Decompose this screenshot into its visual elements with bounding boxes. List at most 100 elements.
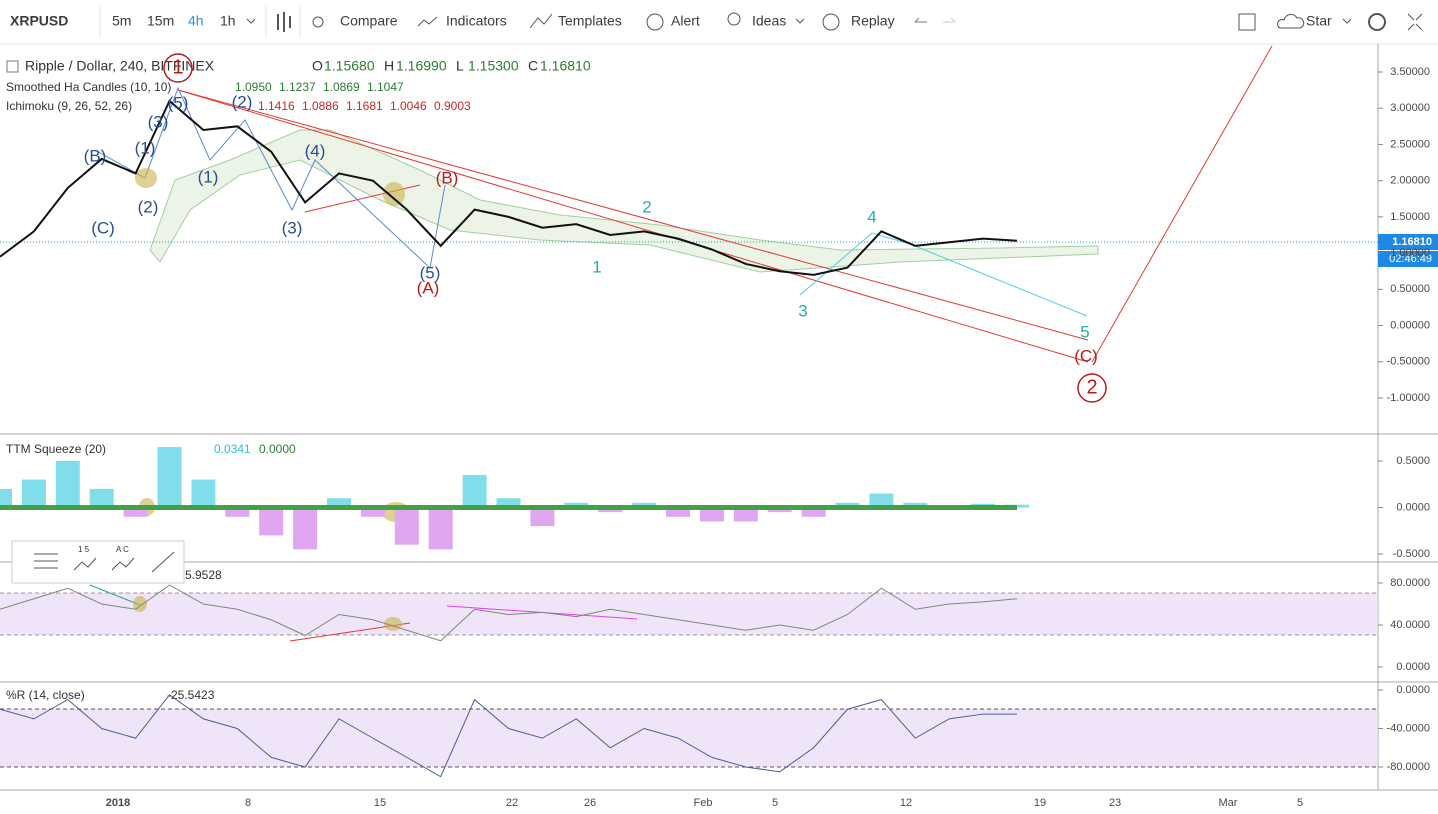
undo-icon[interactable] <box>914 17 927 23</box>
indicator-name: Ichimoku (9, 26, 52, 26) <box>6 99 132 113</box>
indicator-value: 1.0950 <box>235 80 272 94</box>
momentum-bar <box>225 507 250 517</box>
momentum-bar <box>530 507 555 527</box>
indicators-icon[interactable] <box>417 16 438 27</box>
momentum-bar <box>0 488 12 508</box>
indicator-name: TTM Squeeze (20) <box>6 442 106 456</box>
tool-label[interactable]: A C <box>116 545 129 554</box>
wave-label: 1 <box>172 56 183 78</box>
ohlc-value: 1.15300 <box>468 58 519 74</box>
x-tick-label: Mar <box>1219 797 1238 809</box>
trendline <box>1091 45 1273 363</box>
wave-label: (3) <box>282 218 303 237</box>
ideas-button[interactable]: Ideas <box>752 13 786 29</box>
drawing-toolbar-box <box>11 540 185 584</box>
indicator-name: %R (14, close) <box>6 688 85 702</box>
wave-label: (1) <box>198 167 219 186</box>
top-toolbar: XRPUSD 5m 15m 4h 1h Compare Indicators T… <box>0 6 1438 45</box>
y-tick-label: 0.0000 <box>1396 661 1430 673</box>
momentum-bar <box>327 498 351 508</box>
indicator-name: Smoothed Ha Candles (10, 10) <box>6 80 171 94</box>
chevron[interactable] <box>246 18 256 24</box>
compare-button[interactable]: Compare <box>340 13 398 29</box>
indicator-value: 0.0341 <box>214 442 251 456</box>
interval[interactable]: 1h <box>220 13 236 29</box>
line-tool[interactable] <box>151 551 175 573</box>
templates-icon[interactable] <box>529 13 553 29</box>
main-title: Ripple / Dollar, 240, BITFINEX <box>25 58 215 74</box>
indicators-button[interactable]: Indicators <box>446 13 507 29</box>
y-tick-label: 0.5000 <box>1396 455 1430 467</box>
replay-button[interactable]: Replay <box>851 13 895 29</box>
x-tick-label: 12 <box>900 797 912 809</box>
redo-icon[interactable] <box>943 17 956 23</box>
wave-label: (5) <box>168 93 189 112</box>
momentum-bar <box>869 493 894 508</box>
wave-label: 2 <box>642 197 651 216</box>
ideas-icon[interactable] <box>727 12 741 26</box>
ohlc-key: O <box>312 58 323 74</box>
ohlc-key: C <box>528 58 538 74</box>
star-button[interactable]: Star <box>1306 13 1332 29</box>
legends: Ripple / Dollar, 240, BITFINEX Smoothed … <box>6 58 296 702</box>
replay-icon[interactable] <box>822 13 840 31</box>
wave-tool[interactable] <box>73 557 97 571</box>
chevron[interactable] <box>1342 18 1352 24</box>
interval[interactable]: 15m <box>147 13 174 29</box>
momentum-bar <box>259 507 284 536</box>
x-tick-label: 22 <box>506 797 518 809</box>
indicator-value: 0.9003 <box>434 99 471 113</box>
y-tick-label: -40.0000 <box>1387 722 1430 734</box>
lines-tool[interactable] <box>34 553 58 569</box>
momentum-bar <box>360 507 385 517</box>
expand-icon[interactable] <box>1407 13 1423 31</box>
momentum-bar <box>496 498 521 508</box>
chevron[interactable] <box>795 18 805 24</box>
interval[interactable]: 5m <box>112 13 131 29</box>
countdown-tag <box>1378 251 1438 267</box>
ohlc-value: 1.16810 <box>540 58 591 74</box>
y-tick-label: 3.50000 <box>1390 66 1430 78</box>
abc-tool[interactable] <box>111 557 135 571</box>
momentum-bar <box>191 479 216 508</box>
trendline <box>177 89 1089 341</box>
symbol[interactable]: XRPUSD <box>10 13 68 29</box>
ohlc-value: 1.16990 <box>396 58 447 74</box>
settings-icon[interactable] <box>1368 13 1386 31</box>
y-tick-label: -1.00000 <box>1387 392 1430 404</box>
indicator-value: 0.0000 <box>259 442 296 456</box>
price-line <box>0 99 1018 276</box>
wave-label: (1) <box>135 138 156 157</box>
alert-icon[interactable] <box>646 13 664 31</box>
wave-label: (5) <box>420 263 441 282</box>
x-tick-label: 15 <box>374 797 386 809</box>
fullscreen-box[interactable] <box>1238 13 1256 31</box>
momentum-bar <box>123 507 148 517</box>
ichimoku-cloud <box>149 129 1099 273</box>
ohlc-key: L <box>456 58 464 74</box>
y-tick-label: 1.00000 <box>1390 247 1430 259</box>
candle-icon[interactable] <box>277 12 291 32</box>
rsi-band <box>0 593 1378 635</box>
momentum-bar <box>428 507 453 550</box>
momentum-bar <box>157 447 182 508</box>
collapse-icon[interactable] <box>6 60 19 73</box>
countdown-text: 02:46:49 <box>1389 253 1432 265</box>
cloud-icon[interactable] <box>1277 13 1305 29</box>
interval[interactable]: 4h <box>188 13 204 29</box>
x-tick-label: 8 <box>245 797 251 809</box>
wave-label: (2) <box>138 197 159 216</box>
tool-label[interactable]: 1 5 <box>78 545 90 554</box>
wave-label: (4) <box>305 141 326 160</box>
compare-icon[interactable] <box>312 16 324 28</box>
y-tick-label: 0.0000 <box>1396 684 1430 696</box>
wave-label: 3 <box>798 301 807 320</box>
wave-label: (3) <box>148 112 169 131</box>
indicator-value: 1.0046 <box>390 99 427 113</box>
alert-button[interactable]: Alert <box>671 13 700 29</box>
templates-button[interactable]: Templates <box>558 13 622 29</box>
momentum-bar <box>21 479 46 508</box>
